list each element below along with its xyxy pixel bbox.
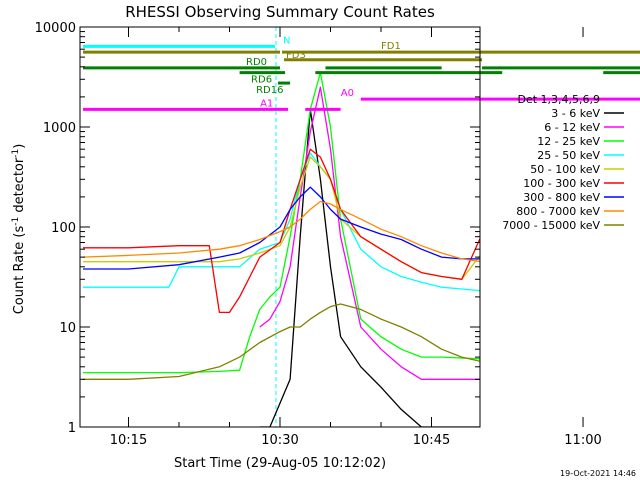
- x-tick-label-2: 10:45: [413, 433, 450, 448]
- state-label-fd3: FD3: [286, 50, 306, 61]
- state-label-rd0: RD0: [246, 57, 267, 68]
- axes: 11010010001000010:1510:3010:4511:0011:15…: [35, 21, 602, 448]
- series-line-2: [83, 71, 480, 374]
- state-label-n: N: [283, 35, 290, 46]
- y-axis-label-main: Count Rate (s: [12, 226, 27, 315]
- y-tick-label-0: 1: [68, 421, 76, 436]
- series-line-3: [83, 152, 480, 292]
- legend-entry-5: 100 - 300 keV: [523, 177, 600, 190]
- x-tick-label-0: 10:15: [110, 433, 147, 448]
- x-tick-label-1: 10:30: [261, 433, 298, 448]
- state-label-rd6: RD6: [251, 75, 272, 86]
- series-line-6: [83, 186, 480, 270]
- state-label-rd16: RD16: [256, 85, 283, 96]
- legend-entry-8: 7000 - 15000 keV: [502, 219, 600, 232]
- legend-entry-0: 3 - 6 keV: [551, 107, 600, 120]
- x-axis-label: Start Time (29-Aug-05 10:12:02): [174, 456, 386, 471]
- legend-entry-1: 6 - 12 keV: [544, 121, 600, 134]
- legend-entry-4: 50 - 100 keV: [530, 163, 600, 176]
- legend-entry-3: 25 - 50 keV: [537, 149, 600, 162]
- legend-entry-6: 300 - 800 keV: [523, 191, 600, 204]
- footer-date: 19-Oct-2021 14:46: [560, 469, 636, 478]
- legend-entry-2: 12 - 25 keV: [537, 135, 600, 148]
- series-line-8: [83, 303, 480, 380]
- y-axis-label: Count Rate (s-1 detector-1): [11, 144, 27, 315]
- series-line-0: [259, 108, 480, 427]
- y-axis-label-mid: detector: [12, 157, 27, 217]
- y-axis-label-end: ): [12, 144, 27, 149]
- legend-entry-7: 800 - 7000 keV: [516, 205, 600, 218]
- x-tick-label-3: 11:00: [564, 433, 601, 448]
- data-layer: [82, 27, 480, 427]
- series-line-7: [82, 200, 480, 263]
- y-axis-label-sup2: -1: [11, 149, 21, 158]
- series-line-1: [259, 86, 480, 380]
- state-label-fd1: FD1: [381, 41, 401, 52]
- y-tick-label-4: 10000: [35, 21, 76, 36]
- state-label-a1: A1: [260, 98, 273, 109]
- y-tick-label-1: 10: [59, 321, 76, 336]
- y-tick-label-2: 100: [51, 221, 76, 236]
- series-line-4: [83, 156, 480, 280]
- state-label-a0: A0: [341, 88, 354, 99]
- y-axis-label-sup1: -1: [11, 217, 21, 226]
- series-line-5: [83, 148, 480, 314]
- y-tick-label-3: 1000: [43, 121, 76, 136]
- legend-title: Det 1,3,4,5,6,9: [517, 93, 600, 106]
- chart-title: RHESSI Observing Summary Count Rates: [125, 3, 435, 21]
